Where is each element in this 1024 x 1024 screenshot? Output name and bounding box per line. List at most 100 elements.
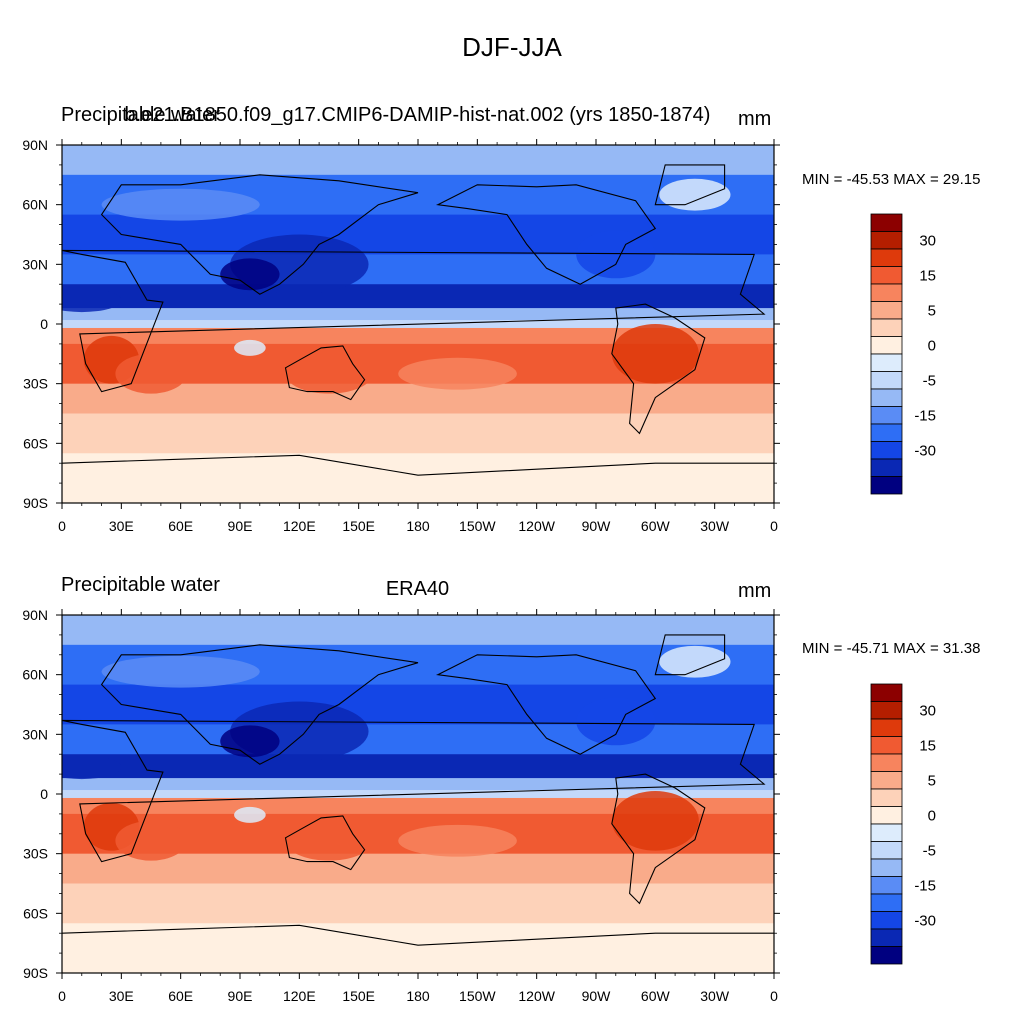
- colorbar-label: 30: [919, 232, 936, 249]
- contour-blob: [398, 357, 517, 390]
- colorbar-swatch: [870, 858, 903, 877]
- lon-tick-label: 30E: [109, 988, 134, 1004]
- lat-tick-label: 60S: [23, 905, 48, 921]
- contour-blob: [576, 230, 656, 279]
- colorbar-swatch: [870, 231, 903, 250]
- lon-tick-label: 120E: [283, 988, 316, 1004]
- colorbar-label: 5: [928, 772, 936, 789]
- coastline: [611, 303, 706, 435]
- map-plot: 0 30E 60E 90E 120E 150E 180 150W 120W 90W 60W 30W 09…: [22, 607, 936, 1004]
- panel-units-label: mm: [738, 580, 772, 602]
- lat-tick-label: 90S: [23, 495, 48, 511]
- colorbar-label: 30: [919, 702, 936, 719]
- lat-tick-label: 90S: [23, 965, 48, 981]
- lon-tick-label: 90E: [228, 518, 253, 534]
- colorbar-swatch: [870, 318, 903, 337]
- colorbar-swatch: [870, 701, 903, 720]
- lon-tick-label: 30W: [700, 518, 730, 534]
- contour-band: [62, 145, 774, 176]
- colorbar-swatch: [870, 248, 903, 267]
- lon-tick-label: 150W: [459, 518, 496, 534]
- panel-units-label: mm: [738, 108, 772, 130]
- lon-tick-label: 0: [58, 518, 66, 534]
- colorbar-swatch: [870, 718, 903, 737]
- coastline: [435, 654, 657, 755]
- contour-band: [62, 214, 774, 255]
- lat-tick-label: 60N: [22, 197, 48, 213]
- lat-tick-label: 0: [40, 786, 48, 802]
- lon-tick-label: 90W: [582, 518, 612, 534]
- colorbar-swatch: [870, 441, 903, 460]
- contour-blob: [285, 353, 373, 394]
- contour-blob: [115, 353, 187, 394]
- lon-tick-label: 90E: [228, 988, 253, 1004]
- panel-obs: Precipitable water ERA40 mm MIN = -45.71…: [0, 570, 1024, 1020]
- min-max-label: MIN = -45.53 MAX = 29.15: [802, 171, 981, 188]
- min-max-label: MIN = -45.71 MAX = 31.38: [802, 640, 981, 657]
- contour-band: [62, 327, 774, 345]
- lat-tick-label: 0: [40, 316, 48, 332]
- lon-tick-label: 120W: [518, 518, 555, 534]
- colorbar-label: 15: [919, 267, 936, 284]
- contour-band: [62, 254, 774, 285]
- colorbar-swatch: [870, 876, 903, 895]
- lon-tick-label: 120W: [518, 988, 555, 1004]
- colorbar-swatch: [870, 841, 903, 860]
- contour-field: [62, 615, 774, 973]
- colorbar-label: -15: [914, 877, 936, 894]
- lat-tick-label: 30S: [23, 846, 48, 862]
- contour-blob: [62, 755, 122, 780]
- contour-blob: [220, 725, 280, 758]
- lon-tick-label: 60E: [168, 988, 193, 1004]
- coastline: [62, 249, 766, 393]
- lat-tick-label: 30S: [23, 376, 48, 392]
- contour-band: [62, 724, 774, 755]
- colorbar-swatch: [870, 893, 903, 912]
- colorbar-label: -5: [923, 372, 936, 389]
- lon-tick-label: 120E: [283, 518, 316, 534]
- contour-blob: [285, 820, 373, 861]
- contour-blob: [115, 820, 187, 861]
- colorbar-swatch: [870, 683, 903, 702]
- lat-tick-label: 30N: [22, 256, 48, 272]
- contour-band: [62, 923, 774, 973]
- coastline: [654, 164, 726, 206]
- lon-tick-label: 150E: [342, 988, 375, 1004]
- panel-center-label: b.e21.B1850.f09_g17.CMIP6-DAMIP-hist-nat…: [124, 104, 711, 126]
- contour-band: [62, 413, 774, 454]
- colorbar-swatch: [870, 336, 903, 355]
- contour-blob: [220, 258, 280, 291]
- coastline: [100, 644, 419, 765]
- panel-left-label: Precipitable water: [61, 104, 220, 126]
- lon-tick-label: 90W: [582, 988, 612, 1004]
- contour-band: [62, 778, 774, 791]
- colorbar-swatch: [870, 371, 903, 390]
- contour-blob: [611, 791, 699, 851]
- contour-band: [62, 754, 774, 779]
- contour-blob: [101, 655, 260, 688]
- colorbar-swatch: [870, 388, 903, 407]
- colorbar-label: -15: [914, 407, 936, 424]
- colorbar-swatch: [870, 423, 903, 442]
- contour-band: [62, 308, 774, 321]
- coastline: [62, 924, 774, 946]
- contour-blob: [398, 824, 517, 857]
- colorbar-swatch: [870, 266, 903, 285]
- coastline: [100, 174, 419, 295]
- lon-tick-label: 150E: [342, 518, 375, 534]
- colorbar-swatch: [870, 788, 903, 807]
- lon-tick-label: 0: [770, 988, 778, 1004]
- figure-title: DJF-JJA: [462, 32, 562, 62]
- lat-tick-label: 90N: [22, 607, 48, 623]
- coastline: [284, 345, 366, 401]
- colorbar-swatch: [870, 771, 903, 790]
- colorbar-label: -5: [923, 842, 936, 859]
- coastline: [654, 634, 726, 676]
- colorbar-label: -30: [914, 442, 936, 459]
- map-plot: 0 30E 60E 90E 120E 150E 180 150W 120W 90W 60W 30W 09…: [22, 137, 936, 534]
- lat-tick-label: 60S: [23, 435, 48, 451]
- panel-left-label: Precipitable water: [61, 574, 220, 596]
- lat-tick-label: 90N: [22, 137, 48, 153]
- contour-band: [62, 453, 774, 503]
- contour-blob: [101, 188, 260, 221]
